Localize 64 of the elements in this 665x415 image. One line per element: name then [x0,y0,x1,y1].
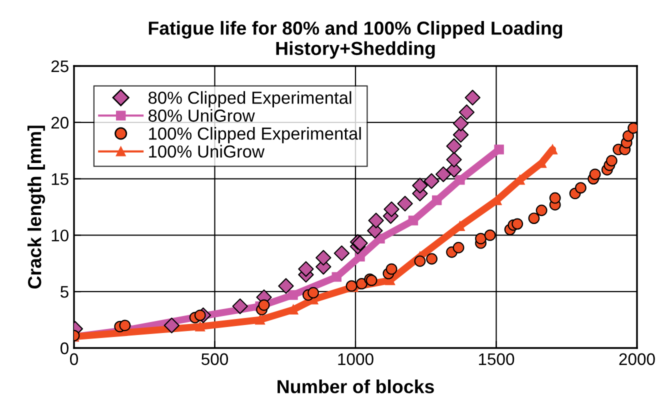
y-tick-label: 0 [60,342,68,354]
point [119,320,131,332]
y-tick-label: 25 [51,60,68,72]
point [375,234,385,244]
point [536,204,548,216]
point [368,212,384,228]
point [574,182,586,194]
point [606,155,618,166]
point [332,272,342,282]
point [512,218,524,230]
point [446,138,462,154]
legend-label: 80% Clipped Experimental [148,91,352,108]
point [288,290,298,300]
x-tick-label: 1000 [338,353,374,366]
y-tick-label: 15 [52,173,68,186]
point [232,298,248,314]
point [622,130,634,142]
point [412,178,428,194]
point [258,299,270,311]
point [316,250,332,266]
point [308,287,319,298]
point [424,173,440,189]
y-tick-label: 5 [60,286,68,298]
point [455,175,465,185]
point [589,168,601,180]
point [464,90,480,106]
point [458,104,475,120]
legend-label: 100% UniGrow [149,144,265,158]
point [386,263,398,275]
point [278,278,294,294]
point [549,192,561,204]
point [195,322,205,332]
point [334,245,350,262]
point [164,318,180,334]
point [384,201,400,218]
point [435,166,452,182]
x-tick-label: 1500 [478,353,514,366]
y-tick-label: 20 [51,116,68,129]
point [255,314,265,325]
point [288,304,298,315]
point [432,195,442,206]
point [408,216,418,226]
x-axis-title: Number of blocks [278,380,434,394]
legend-label: 80% UniGrow [148,109,255,122]
legend-label: 100% Clipped Experimental [149,127,361,144]
point [356,278,368,290]
point [426,253,438,265]
point [528,212,540,224]
x-tick-label: 500 [202,353,228,366]
y-tick-label: 10 [52,230,68,242]
point [298,261,314,277]
point [397,196,413,212]
x-tick-label: 0 [70,353,78,366]
point [446,152,462,168]
point [475,232,486,244]
point [414,255,426,267]
point [494,144,504,154]
point [355,252,365,262]
y-axis-title: Crack length [mm] [27,126,46,289]
x-tick-label: 2000 [619,353,655,366]
chart-title: Fatigue life for 80% and 100% Clipped Loading History+Shedding [148,21,562,59]
point [452,116,469,132]
point [484,229,496,241]
point [452,242,464,254]
